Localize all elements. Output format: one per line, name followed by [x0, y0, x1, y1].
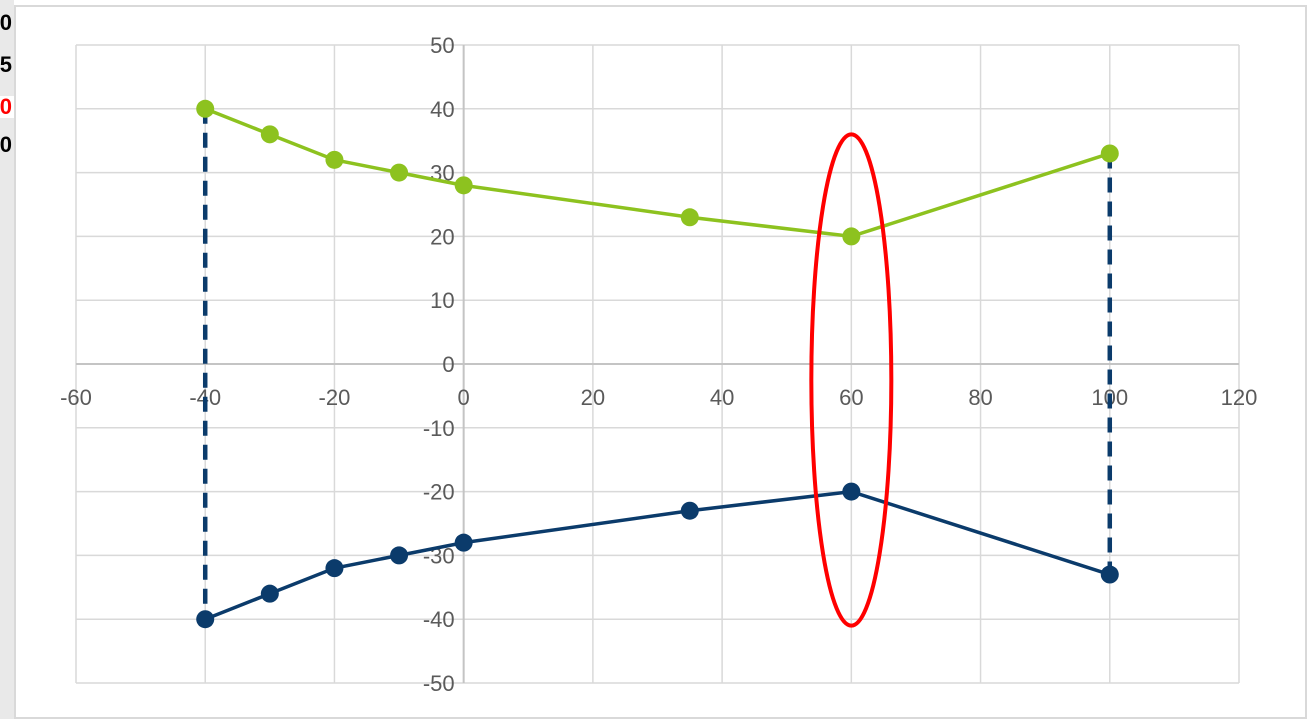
strip-value-3: 0: [0, 96, 12, 118]
y-tick-label-7: -20: [423, 480, 455, 505]
strip-cell-2: 5: [0, 54, 14, 76]
strip-value-2: 5: [0, 54, 12, 76]
series-0-point-6: [842, 227, 861, 246]
series-1-point-3: [390, 546, 409, 565]
x-tick-label-7: 80: [968, 385, 992, 410]
y-tick-label-5: 0: [442, 352, 454, 377]
strip-value-4: 0: [0, 134, 12, 156]
series-1-point-6: [842, 482, 861, 501]
y-tick-label-1: 40: [430, 97, 454, 122]
strip-value-1: 0: [0, 12, 12, 34]
series-0-line: [204, 107, 1111, 239]
scatter-chart: -60-40-2002040608010012050403020100-10-2…: [60, 33, 1258, 696]
x-tick-label-9: 120: [1221, 385, 1258, 410]
series-1-point-4: [454, 533, 473, 552]
chart-frame: -60-40-2002040608010012050403020100-10-2…: [14, 5, 1307, 719]
series-0-point-2: [325, 150, 344, 169]
series-1-point-5: [680, 501, 699, 520]
series-1-point-2: [325, 559, 344, 578]
strip-cell-1: 0: [0, 12, 14, 34]
x-tick-label-2: -20: [319, 385, 351, 410]
x-tick-label-3: 0: [458, 385, 470, 410]
left-cell-strip: 0 5 0 0: [0, 0, 14, 719]
highlight-ellipse: [809, 132, 894, 628]
y-tick-label-9: -40: [423, 607, 455, 632]
series-1-point-0: [196, 610, 215, 629]
x-tick-label-4: 20: [581, 385, 605, 410]
series-1-point-1: [260, 584, 279, 603]
series-1-line: [204, 489, 1111, 621]
y-tick-label-4: 10: [430, 288, 454, 313]
series-0-point-7: [1100, 144, 1119, 163]
strip-cell-3: 0: [0, 96, 14, 118]
series-1-point-7: [1100, 565, 1119, 584]
x-tick-label-6: 60: [839, 385, 863, 410]
series-0-point-1: [260, 125, 279, 144]
y-tick-label-0: 50: [430, 33, 454, 58]
series-0-point-3: [390, 163, 409, 182]
strip-cell-4: 0: [0, 134, 14, 156]
series-0-point-4: [454, 176, 473, 195]
y-tick-label-10: -50: [423, 671, 455, 696]
series-0-point-5: [680, 208, 699, 227]
y-tick-label-6: -10: [423, 416, 455, 441]
x-tick-label-0: -60: [60, 385, 92, 410]
x-tick-label-5: 40: [710, 385, 734, 410]
y-tick-label-3: 20: [430, 224, 454, 249]
series-0-point-0: [196, 99, 215, 118]
